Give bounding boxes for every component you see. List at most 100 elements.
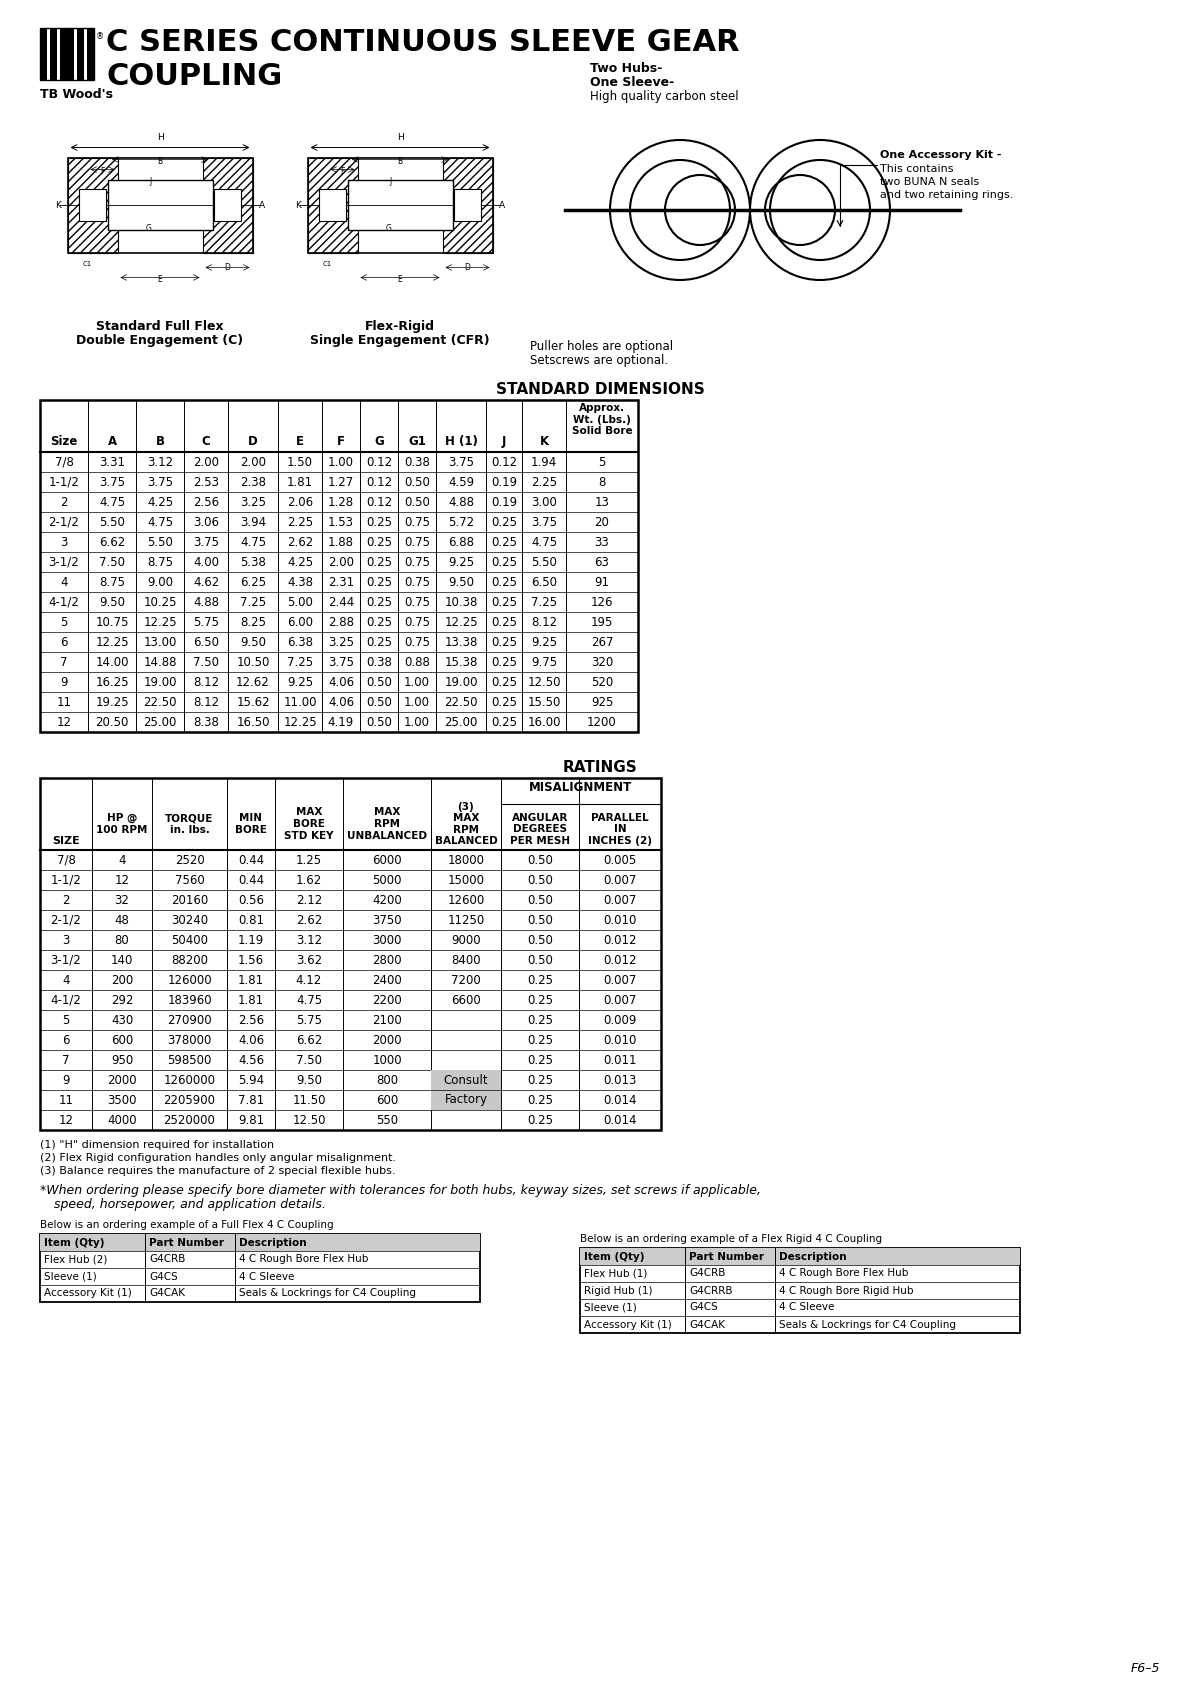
Text: G: G: [146, 224, 152, 232]
Text: 0.011: 0.011: [604, 1054, 637, 1066]
Bar: [58, 27, 60, 80]
Text: 8.12: 8.12: [530, 616, 557, 628]
Text: 12.62: 12.62: [236, 675, 270, 689]
Text: F: F: [337, 434, 346, 448]
Text: 0.25: 0.25: [491, 616, 517, 628]
Text: 91: 91: [594, 575, 610, 589]
Text: 6.62: 6.62: [296, 1033, 322, 1047]
Text: *When ordering please specify bore diameter with tolerances for both hubs, keywa: *When ordering please specify bore diame…: [40, 1185, 761, 1196]
Text: 11250: 11250: [448, 913, 485, 927]
Text: Accessory Kit (1): Accessory Kit (1): [44, 1288, 132, 1298]
Text: MAX
RPM
UNBALANCED: MAX RPM UNBALANCED: [347, 808, 427, 840]
Text: 3.12: 3.12: [296, 933, 322, 947]
Text: 4 C Rough Bore Rigid Hub: 4 C Rough Bore Rigid Hub: [779, 1286, 913, 1295]
Text: 0.50: 0.50: [366, 716, 392, 728]
Bar: [40, 27, 47, 80]
Text: 12.50: 12.50: [527, 675, 560, 689]
Text: 1.50: 1.50: [287, 455, 313, 468]
Text: D: D: [248, 434, 258, 448]
Text: 0.75: 0.75: [404, 596, 430, 609]
Text: 0.25: 0.25: [491, 655, 517, 669]
Bar: [40, 400, 638, 731]
Text: 0.014: 0.014: [604, 1113, 637, 1127]
Bar: [307, 158, 492, 253]
Text: A: A: [498, 200, 505, 209]
Text: G: G: [386, 224, 392, 232]
Text: HP @
100 RPM: HP @ 100 RPM: [96, 813, 148, 835]
Text: 2.00: 2.00: [328, 555, 354, 568]
Text: D: D: [464, 263, 470, 273]
Text: 50400: 50400: [172, 933, 208, 947]
Text: 9: 9: [60, 675, 67, 689]
Text: 0.25: 0.25: [366, 635, 392, 648]
Text: 0.25: 0.25: [527, 1054, 553, 1066]
Text: 0.50: 0.50: [527, 933, 553, 947]
Text: 0.81: 0.81: [238, 913, 264, 927]
Text: C SERIES CONTINUOUS SLEEVE GEAR: C SERIES CONTINUOUS SLEEVE GEAR: [106, 27, 739, 58]
Text: 9.00: 9.00: [148, 575, 173, 589]
Text: 3.75: 3.75: [98, 475, 125, 489]
Text: 0.12: 0.12: [366, 475, 392, 489]
Text: 292: 292: [110, 993, 133, 1006]
Text: 0.12: 0.12: [491, 455, 517, 468]
Text: (3) Balance requires the manufacture of 2 special flexible hubs.: (3) Balance requires the manufacture of …: [40, 1166, 396, 1176]
Text: 0.25: 0.25: [491, 635, 517, 648]
Text: Single Engagement (CFR): Single Engagement (CFR): [310, 334, 490, 346]
Text: 0.010: 0.010: [604, 913, 637, 927]
Text: 0.005: 0.005: [604, 854, 637, 867]
Text: 2.12: 2.12: [296, 894, 322, 906]
Text: 0.25: 0.25: [527, 1113, 553, 1127]
Text: 4 C Sleeve: 4 C Sleeve: [779, 1303, 834, 1312]
Text: 2.06: 2.06: [287, 496, 313, 509]
Text: 3.25: 3.25: [328, 635, 354, 648]
Text: 4.88: 4.88: [193, 596, 220, 609]
Text: G: G: [374, 434, 384, 448]
Text: 4.19: 4.19: [328, 716, 354, 728]
Text: 6.00: 6.00: [287, 616, 313, 628]
Text: 6.50: 6.50: [530, 575, 557, 589]
Text: 320: 320: [590, 655, 613, 669]
Text: 7.81: 7.81: [238, 1093, 264, 1106]
Text: 12: 12: [114, 874, 130, 886]
Text: 5: 5: [599, 455, 606, 468]
Text: G4CRB: G4CRB: [689, 1268, 725, 1278]
Text: 4.00: 4.00: [193, 555, 220, 568]
Text: 7: 7: [62, 1054, 70, 1066]
Text: 0.25: 0.25: [491, 536, 517, 548]
Text: 1-1/2: 1-1/2: [50, 874, 82, 886]
Text: 25.00: 25.00: [444, 716, 478, 728]
Text: F: F: [101, 166, 104, 175]
Text: Accessory Kit (1): Accessory Kit (1): [584, 1320, 672, 1329]
Text: 0.75: 0.75: [404, 536, 430, 548]
Text: 4.06: 4.06: [328, 696, 354, 709]
Text: 520: 520: [590, 675, 613, 689]
Text: 0.007: 0.007: [604, 894, 637, 906]
Text: 11.00: 11.00: [283, 696, 317, 709]
Text: Flex-Rigid: Flex-Rigid: [365, 321, 436, 333]
Text: 8.12: 8.12: [193, 696, 220, 709]
Text: 5.72: 5.72: [448, 516, 474, 528]
Text: 1.81: 1.81: [238, 993, 264, 1006]
Text: 8.25: 8.25: [240, 616, 266, 628]
Text: 0.25: 0.25: [366, 555, 392, 568]
Text: 1.00: 1.00: [404, 696, 430, 709]
Text: 2520: 2520: [175, 854, 204, 867]
Text: 9.50: 9.50: [240, 635, 266, 648]
Text: 5.75: 5.75: [296, 1013, 322, 1027]
Text: 3750: 3750: [372, 913, 402, 927]
Text: 1.25: 1.25: [296, 854, 322, 867]
Text: 2400: 2400: [372, 974, 402, 986]
Text: Factory: Factory: [444, 1093, 487, 1106]
Text: 19.25: 19.25: [95, 696, 128, 709]
Text: 6: 6: [60, 635, 67, 648]
Text: 0.007: 0.007: [604, 993, 637, 1006]
Text: 6.62: 6.62: [98, 536, 125, 548]
Text: 48: 48: [114, 913, 130, 927]
Text: 16.00: 16.00: [527, 716, 560, 728]
Text: 4.56: 4.56: [238, 1054, 264, 1066]
Text: 4.88: 4.88: [448, 496, 474, 509]
Text: 0.56: 0.56: [238, 894, 264, 906]
Text: 5: 5: [62, 1013, 70, 1027]
Bar: [443, 158, 492, 253]
Text: 0.012: 0.012: [604, 933, 637, 947]
